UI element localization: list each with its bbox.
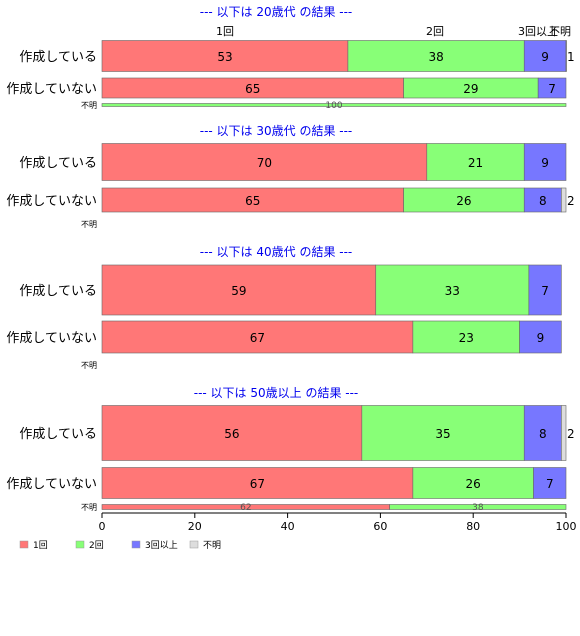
bar-segment <box>523 143 567 181</box>
bar-segment <box>101 320 414 354</box>
segment-label: 33 <box>445 284 460 298</box>
segment-label: 67 <box>250 331 265 345</box>
category-header: 不明 <box>549 25 571 38</box>
row-label: 不明 <box>81 101 97 110</box>
segment-label: 2 <box>567 427 575 441</box>
bar-segment <box>519 320 562 354</box>
row-label: 作成している <box>19 50 97 65</box>
segment-label: 1 <box>567 50 575 64</box>
group-title: --- 以下は 40歳代 の結果 --- <box>200 245 353 259</box>
row-label: 作成している <box>19 284 97 299</box>
segment-label: 26 <box>466 477 481 491</box>
x-tick-label: 60 <box>373 520 387 533</box>
bar-segment <box>426 143 525 181</box>
legend-label: 不明 <box>203 540 221 551</box>
bar-segment <box>101 467 414 499</box>
bar-segment <box>537 77 567 99</box>
bar-segment <box>361 405 525 461</box>
segment-label: 53 <box>217 50 232 64</box>
segment-label: 62 <box>240 503 251 513</box>
bar-segment <box>565 40 567 72</box>
legend-label: 1回 <box>33 540 48 551</box>
bar-segment <box>528 264 562 316</box>
bar-segment <box>561 187 567 213</box>
legend-label: 3回以上 <box>145 540 178 551</box>
legend-swatch <box>19 540 29 549</box>
bar-segment <box>347 40 525 72</box>
segment-label: 38 <box>428 50 443 64</box>
segment-label: 26 <box>456 194 471 208</box>
segment-label: 8 <box>539 427 547 441</box>
legend-label: 2回 <box>89 540 104 551</box>
bar-segment <box>101 103 567 107</box>
segment-label: 29 <box>463 82 478 96</box>
group-title: --- 以下は 30歳代 の結果 --- <box>200 124 353 138</box>
row-label: 不明 <box>81 361 97 370</box>
segment-label: 9 <box>537 331 545 345</box>
bar-segment <box>389 504 567 510</box>
bar-segment <box>533 467 567 499</box>
segment-label: 56 <box>224 427 239 441</box>
bar-segment <box>403 187 525 213</box>
category-header: 1回 <box>216 25 234 38</box>
row-label: 不明 <box>81 503 97 512</box>
segment-label: 65 <box>245 194 260 208</box>
row-label: 作成していない <box>6 194 97 209</box>
row-label: 作成している <box>19 427 97 442</box>
segment-label: 2 <box>567 194 575 208</box>
bar-segment <box>412 320 520 354</box>
segment-label: 8 <box>539 194 547 208</box>
segment-label: 9 <box>541 50 549 64</box>
segment-label: 67 <box>250 477 265 491</box>
bar-segment <box>375 264 530 316</box>
x-tick-label: 20 <box>188 520 202 533</box>
bar-segment <box>101 187 404 213</box>
x-tick-label: 40 <box>281 520 295 533</box>
segment-label: 65 <box>245 82 260 96</box>
legend-swatch <box>75 540 85 549</box>
segment-label: 9 <box>541 156 549 170</box>
category-header: 2回 <box>426 25 444 38</box>
row-label: 作成している <box>19 156 97 171</box>
segment-label: 70 <box>257 156 272 170</box>
bar-segment <box>412 467 534 499</box>
segment-label: 7 <box>548 82 556 96</box>
bar-segment <box>101 264 377 316</box>
x-tick-label: 0 <box>99 520 106 533</box>
segment-label: 7 <box>541 284 549 298</box>
group-title: --- 以下は 20歳代 の結果 --- <box>200 5 353 19</box>
x-tick-label: 100 <box>556 520 577 533</box>
group-title: --- 以下は 50歳以上 の結果 --- <box>194 386 359 400</box>
segment-label: 7 <box>546 477 554 491</box>
legend-swatch <box>131 540 141 549</box>
segment-label: 100 <box>325 101 342 111</box>
bar-segment <box>101 405 363 461</box>
row-label: 作成していない <box>6 82 97 97</box>
bar-segment <box>561 405 567 461</box>
segment-label: 21 <box>468 156 483 170</box>
row-label: 作成していない <box>6 477 97 492</box>
row-label: 不明 <box>81 220 97 229</box>
legend-swatch <box>189 540 199 549</box>
segment-label: 35 <box>435 427 450 441</box>
segment-label: 59 <box>231 284 246 298</box>
category-header: 3回以上 <box>518 25 558 38</box>
x-tick-label: 80 <box>466 520 480 533</box>
bar-segment <box>523 405 562 461</box>
segment-label: 38 <box>472 503 484 513</box>
row-label: 作成していない <box>6 331 97 346</box>
segment-label: 23 <box>459 331 474 345</box>
